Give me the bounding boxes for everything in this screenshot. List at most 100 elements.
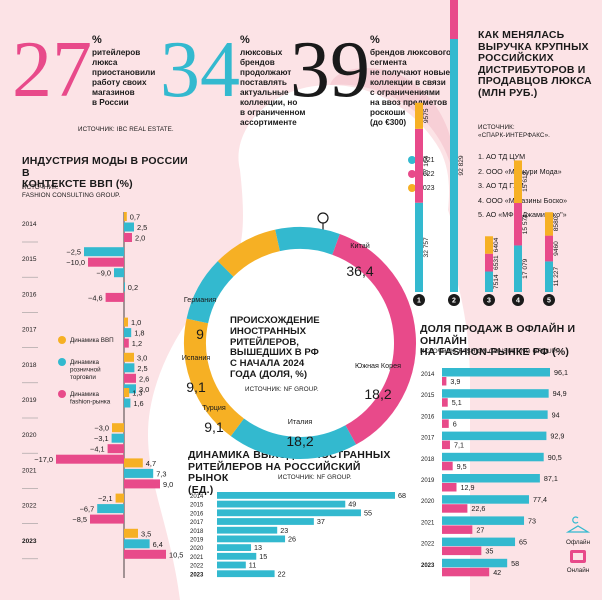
- revenue-value-label: 27 104: [423, 155, 430, 176]
- year-label: 2023: [421, 563, 435, 569]
- pie-chart-source: ИСТОЧНИК: NF GROUP.: [245, 386, 319, 393]
- company-name: 4. ООО «Магазины Боско»: [478, 195, 568, 205]
- gdp-value-label: −3,1: [94, 434, 109, 443]
- legend-line: Динамика: [70, 391, 100, 398]
- donut-slice: [184, 318, 245, 437]
- gdp-bar: [124, 388, 130, 397]
- pie-chart-title: ПРОИСХОЖДЕНИЕ ИНОСТРАННЫХ РИТЕЙЛЕРОВ, ВЫШЕД…: [230, 315, 350, 381]
- stat-text-line: брендов люксового: [370, 48, 452, 57]
- legend-line: торговли: [70, 374, 96, 381]
- revenue-bar: [545, 261, 553, 292]
- legend-marker: [58, 390, 66, 398]
- gdp-bar: [105, 292, 124, 302]
- revenue-value-label: 17 079: [522, 258, 529, 279]
- stat-text: брендов люксового сегмента не получают нов…: [370, 48, 460, 128]
- title-line: ИНДУСТРИЯ МОДЫ В РОССИИ В: [22, 155, 188, 179]
- slice-label: Турция: [202, 403, 226, 412]
- share-bar: [442, 452, 544, 462]
- gdp-value-label: −10,0: [66, 258, 85, 267]
- sales-share-chart-source: ИСТОЧНИК: FASHION CONSULTING GROUP.: [420, 348, 558, 355]
- title-line: РИТЕЙЛЕРОВ,: [230, 336, 299, 348]
- gdp-value-label: 3,0: [139, 385, 149, 394]
- gdp-bar: [124, 373, 136, 383]
- company-badge-number: 1: [417, 298, 421, 305]
- source-line: ИСТОЧНИК:: [22, 184, 59, 191]
- company-badge: [512, 294, 524, 306]
- company-badge: [483, 294, 495, 306]
- revenue-bar: [514, 160, 522, 204]
- share-bar: [442, 474, 540, 483]
- stat-percent: %: [92, 34, 102, 46]
- gdp-bar: [124, 549, 166, 559]
- share-value-label: 5,1: [452, 398, 462, 407]
- gdp-value-label: 1,2: [132, 339, 142, 348]
- share-value-label: 12,9: [460, 483, 474, 492]
- share-bar: [442, 516, 525, 525]
- year-label: 2023: [190, 572, 204, 578]
- year-label: 2017: [421, 436, 435, 442]
- share-bar: [442, 495, 529, 504]
- title-line: (ЕД.): [188, 483, 214, 496]
- revenue-bar: [545, 212, 553, 236]
- year-label: 2021: [421, 520, 435, 526]
- gdp-value-label: −17,0: [34, 455, 53, 464]
- legend-line: Динамика: [70, 359, 100, 366]
- stat-text-line: продолжают: [240, 68, 292, 77]
- stat-text-line: люксовых: [240, 48, 283, 57]
- slice-value: 9,1: [204, 419, 224, 435]
- title-line: ПРОДАВЦОВ ЛЮКСА: [478, 75, 592, 87]
- donut-slice: [275, 227, 340, 255]
- slice-label: Германия: [184, 295, 216, 304]
- stat-block-1: 27 % ритейлеров люкса приостановили работу …: [12, 30, 157, 150]
- revenue-value-label: 15 619: [522, 171, 529, 192]
- title-line: ИНОСТРАННЫХ: [230, 325, 306, 337]
- entries-value-label: 26: [288, 535, 296, 544]
- gdp-value-label: 3,5: [141, 529, 151, 538]
- revenue-chart-source: ИСТОЧНИК: «СПАРК-ИНТЕРФАКС».: [478, 124, 550, 139]
- share-value-label: 94: [552, 410, 560, 419]
- title-line: КАК МЕНЯЛАСЬ: [478, 29, 565, 41]
- year-label: 2018: [190, 529, 204, 535]
- slice-value: 18,2: [286, 433, 313, 449]
- legend-label: 2021: [419, 157, 435, 164]
- stat-text-line: ассортименте: [240, 118, 297, 127]
- gdp-value-label: 2,0: [135, 234, 145, 243]
- revenue-value-label: 11 227: [553, 267, 560, 287]
- gdp-bar: [124, 338, 129, 348]
- gdp-bar: [124, 363, 135, 373]
- sales-share-chart-title: ДОЛЯ ПРОДАЖ В ОФЛАЙН И ОНЛАЙН НА FASHION-…: [420, 323, 600, 359]
- gdp-chart-title: ИНДУСТРИЯ МОДЫ В РОССИИ В КОНТЕКСТЕ ВВП (…: [22, 155, 192, 191]
- legend-marker: [58, 358, 66, 366]
- share-bar: [442, 537, 516, 547]
- title-line: КОНТЕКСТЕ ВВП (%): [22, 178, 133, 190]
- revenue-value-label: 8580: [553, 216, 560, 231]
- year-label: 2016: [22, 291, 37, 298]
- share-value-label: 35: [485, 547, 493, 556]
- legend-line: розничной: [70, 366, 101, 374]
- slice-label: Южная Корея: [355, 361, 401, 370]
- share-value-label: 90,5: [548, 453, 562, 462]
- gdp-value-label: 1,0: [131, 318, 141, 327]
- entries-bar: [217, 492, 395, 499]
- slice-value: 9,1: [186, 379, 206, 395]
- gdp-value-label: −6,7: [80, 505, 95, 514]
- donut-slice: [217, 229, 281, 277]
- year-label: 2018: [22, 362, 37, 369]
- gdp-bar: [90, 514, 124, 524]
- company-badge-number: 2: [452, 298, 456, 305]
- gdp-bar: [56, 454, 124, 464]
- title-line: ПРОИСХОЖДЕНИЕ: [230, 315, 320, 326]
- donut-slice: [332, 234, 416, 445]
- gdp-bar: [124, 539, 150, 549]
- year-label: 2020: [421, 499, 435, 505]
- revenue-value-label: 92 829: [458, 155, 465, 176]
- gdp-value-label: −9,0: [96, 269, 111, 278]
- year-label: 2016: [421, 414, 435, 420]
- entries-value-label: 49: [348, 500, 356, 509]
- year-label: 2019: [421, 478, 435, 484]
- gdp-value-label: 1,3: [132, 389, 142, 398]
- share-bar: [442, 377, 447, 386]
- title-line: РОССИЙСКИХ: [478, 52, 554, 64]
- legend-label: Онлайн: [567, 566, 590, 574]
